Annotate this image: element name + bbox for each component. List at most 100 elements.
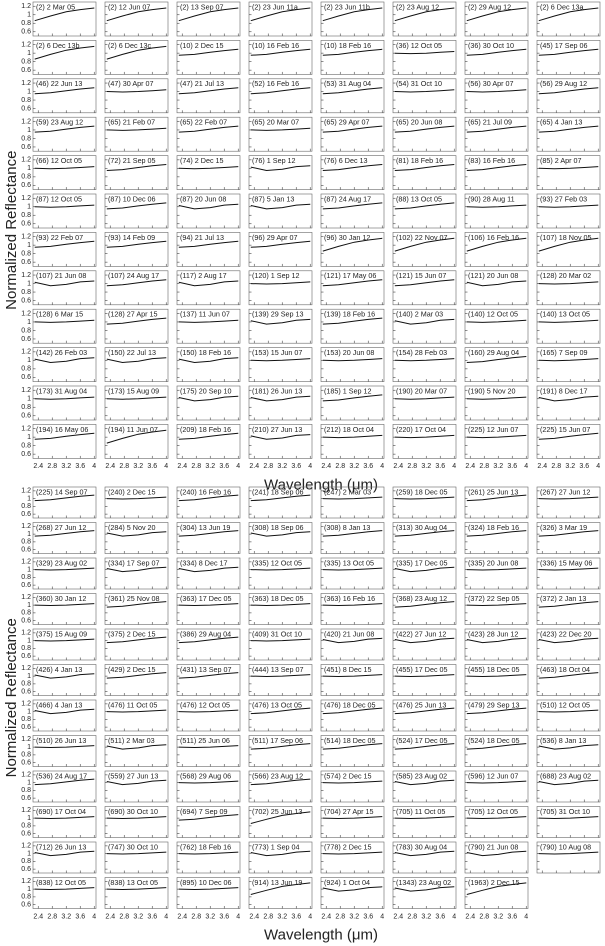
spectrum	[322, 48, 383, 56]
y-tick-label: 0.8	[21, 752, 31, 759]
panel-frame	[104, 78, 169, 114]
panel-frame	[320, 770, 385, 803]
panel-label: (52) 16 Feb 16	[252, 79, 299, 88]
panel-frame	[536, 385, 601, 421]
y-tick-label: 1	[27, 357, 31, 364]
panel-frame	[464, 308, 529, 344]
panel-label: (36) 12 Oct 05	[396, 41, 442, 50]
spectrum	[322, 780, 383, 784]
y-tick-label: 1	[27, 815, 31, 822]
x-tick-label: 4	[164, 913, 168, 920]
spectrum	[34, 166, 95, 170]
panel-label: (107) 21 Jun 08	[36, 271, 86, 280]
spectrum	[34, 396, 95, 400]
panel-label: (568) 29 Aug 06	[180, 771, 231, 780]
spectrum	[466, 434, 527, 439]
spectrum	[250, 395, 311, 402]
x-tick-label: 2.8	[119, 463, 129, 470]
spectrum	[322, 530, 383, 537]
panel-frame	[104, 424, 169, 459]
panel-label: (361) 25 Nov 08	[108, 594, 160, 603]
spectrum	[106, 45, 167, 60]
panel-frame	[32, 664, 97, 696]
spectrum	[34, 567, 95, 571]
panel-label: (386) 29 Aug 04	[180, 629, 231, 638]
spectrum	[106, 7, 167, 22]
spectrum	[538, 281, 599, 285]
panel-label: (128) 6 Mar 15	[36, 310, 83, 319]
spectrum	[106, 531, 167, 537]
spectrum	[538, 237, 599, 252]
panel-frame	[464, 877, 529, 909]
panel-label: (368) 23 Aug 12	[396, 594, 447, 603]
y-tick-label: 1.2	[21, 772, 31, 779]
panel-frame	[320, 735, 385, 767]
spectrum	[394, 566, 455, 573]
panel-frame	[536, 424, 601, 459]
panel-label: (259) 18 Dec 05	[396, 487, 448, 496]
panel-frame	[536, 270, 601, 306]
panel-frame	[32, 1, 97, 37]
spectrum	[250, 281, 311, 285]
y-tick-label: 0.6	[21, 221, 31, 228]
panel-frame	[104, 308, 169, 344]
x-tick-label: 2.8	[119, 913, 129, 920]
spectrum	[250, 531, 311, 537]
panel-frame	[464, 116, 529, 152]
panel-frame	[536, 1, 601, 37]
panel-frame	[104, 155, 169, 190]
panel-label: (81) 18 Feb 16	[396, 156, 443, 165]
y-tick-label: 0.8	[21, 574, 31, 581]
panel-frame	[104, 116, 169, 152]
spectrum	[394, 637, 455, 644]
spectrum	[250, 638, 311, 642]
panel-label: (705) 31 Oct 10	[540, 807, 590, 816]
y-tick-label: 0.8	[21, 289, 31, 296]
panel-label: (121) 15 Jun 07	[396, 271, 446, 280]
panel-frame	[176, 270, 241, 306]
panel-label: (93) 14 Feb 09	[108, 233, 155, 242]
panel-frame	[176, 593, 241, 625]
panel-label: (2) 29 Aug 12	[468, 2, 511, 11]
spectrum	[394, 7, 455, 22]
x-tick-label: 4	[308, 913, 312, 920]
panel-frame	[464, 486, 529, 519]
panel-frame	[464, 522, 529, 554]
panel-frame	[104, 806, 169, 838]
spectrum	[466, 319, 527, 323]
panel-label: (335) 13 Oct 05	[324, 558, 374, 567]
panel-frame	[464, 385, 529, 421]
y-tick-label: 1.2	[21, 195, 31, 202]
panel-label: (46) 22 Jun 13	[36, 79, 82, 88]
spectrum	[178, 603, 239, 607]
panel-frame	[176, 557, 241, 590]
x-tick-label: 2.8	[191, 463, 201, 470]
panel-label: (241) 18 Sep 06	[252, 487, 304, 496]
panel-label: (705) 12 Oct 05	[468, 807, 518, 816]
panel-label: (1343) 23 Aug 02	[396, 878, 451, 887]
y-tick-label: 1.2	[21, 665, 31, 672]
panel-frame	[392, 232, 457, 267]
y-tick-label: 1	[27, 319, 31, 326]
panel-label: (10) 16 Feb 16	[252, 41, 299, 50]
panel-label: (455) 18 Dec 05	[468, 665, 520, 674]
panel-label: (420) 21 Jun 08	[324, 629, 374, 638]
panel-label: (422) 27 Jun 12	[396, 629, 446, 638]
y-tick-label: 1.2	[21, 701, 31, 708]
panel-frame	[320, 270, 385, 306]
panel-label: (212) 18 Oct 04	[324, 425, 374, 434]
spectrum	[106, 851, 167, 855]
panel-frame	[536, 628, 601, 661]
spectrum	[322, 851, 383, 855]
spectrum	[178, 494, 239, 502]
panel-frame	[536, 308, 601, 344]
y-tick-label: 1	[27, 165, 31, 172]
y-tick-label: 1.2	[21, 118, 31, 125]
panel-label: (153) 15 Jun 07	[252, 348, 302, 357]
panel-frame	[32, 232, 97, 267]
panel-frame	[464, 806, 529, 838]
spectrum	[178, 240, 239, 248]
spectrum	[34, 240, 95, 248]
spectrum	[466, 743, 527, 750]
panel-frame	[392, 193, 457, 229]
